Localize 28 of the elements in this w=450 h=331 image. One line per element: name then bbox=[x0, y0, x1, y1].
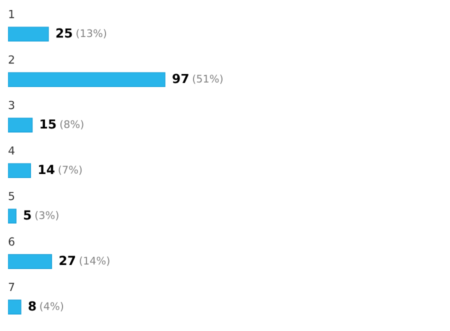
bar bbox=[8, 300, 22, 314]
y-tick-label: 2 bbox=[8, 55, 14, 64]
bar bbox=[8, 72, 166, 88]
data-label: 25 bbox=[56, 28, 72, 38]
annotation: (7%) bbox=[58, 166, 82, 175]
data-label: 5 bbox=[24, 210, 31, 220]
data-label: 14 bbox=[39, 164, 54, 174]
y-tick-label: 4 bbox=[8, 146, 14, 155]
annotation: (4%) bbox=[40, 302, 64, 312]
bar bbox=[8, 118, 33, 133]
y-tick-label: 3 bbox=[8, 100, 14, 110]
y-tick-label: 5 bbox=[8, 192, 14, 200]
y-tick-label: 6 bbox=[8, 237, 14, 246]
annotation: (8%) bbox=[60, 120, 84, 130]
annotation: (51%) bbox=[192, 74, 222, 84]
bar bbox=[8, 26, 49, 42]
y-tick-label: 1 bbox=[9, 10, 14, 18]
annotation: (14%) bbox=[80, 256, 110, 266]
bar bbox=[8, 208, 16, 224]
bar bbox=[8, 254, 52, 269]
bar bbox=[8, 163, 32, 178]
data-label: 8 bbox=[28, 301, 36, 311]
data-label: 27 bbox=[60, 256, 76, 266]
annotation: (13%) bbox=[76, 29, 106, 38]
annotation: (3%) bbox=[35, 211, 58, 220]
data-label: 15 bbox=[40, 119, 56, 129]
y-tick-label: 7 bbox=[8, 282, 14, 292]
data-label: 97 bbox=[172, 74, 188, 84]
